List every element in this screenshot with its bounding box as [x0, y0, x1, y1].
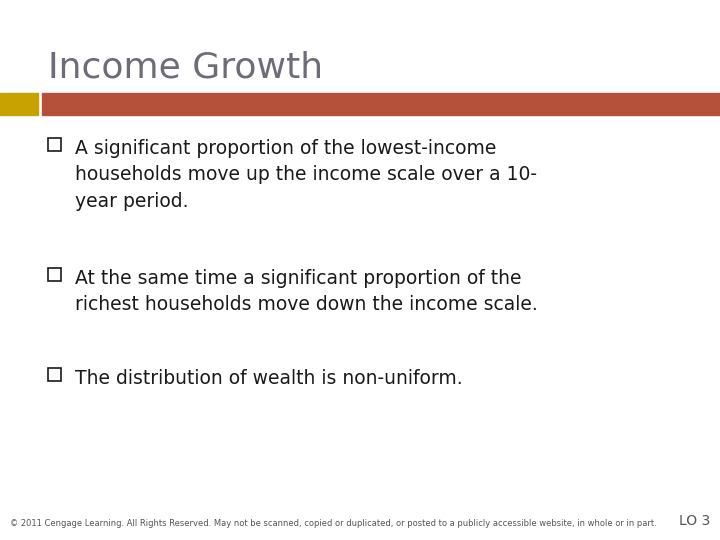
Text: At the same time a significant proportion of the
richest households move down th: At the same time a significant proportio… — [75, 269, 538, 314]
Bar — [48, 138, 61, 151]
Text: © 2011 Cengage Learning. All Rights Reserved. May not be scanned, copied or dupl: © 2011 Cengage Learning. All Rights Rese… — [10, 519, 657, 528]
Bar — [48, 368, 61, 381]
Text: A significant proportion of the lowest-income
households move up the income scal: A significant proportion of the lowest-i… — [75, 139, 537, 211]
Bar — [0, 93, 38, 115]
Text: LO 3: LO 3 — [679, 514, 710, 528]
Bar — [48, 268, 61, 281]
Text: The distribution of wealth is non-uniform.: The distribution of wealth is non-unifor… — [75, 369, 463, 388]
Bar — [42, 93, 720, 115]
Text: Income Growth: Income Growth — [48, 50, 323, 84]
